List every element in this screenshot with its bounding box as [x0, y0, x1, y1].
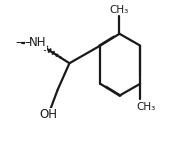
Text: –: – — [15, 36, 21, 49]
Text: –: – — [25, 36, 31, 49]
Text: CH₃: CH₃ — [110, 5, 129, 15]
Text: CH₃: CH₃ — [136, 102, 156, 111]
Text: OH: OH — [40, 108, 58, 121]
Text: NH: NH — [29, 36, 46, 49]
